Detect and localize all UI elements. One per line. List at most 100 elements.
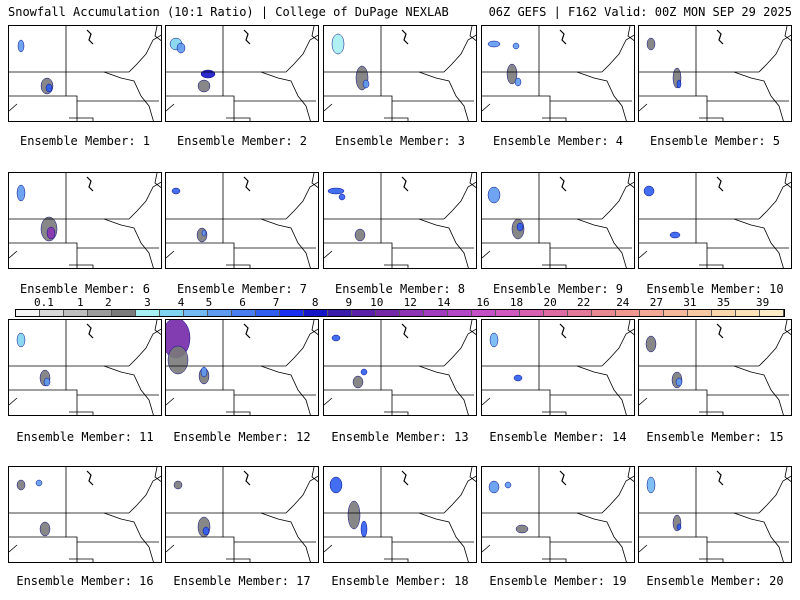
colorbar-tick-label: 27 bbox=[649, 296, 663, 309]
colorbar-tick-label: 9 bbox=[345, 296, 353, 309]
ensemble-member-label: Ensemble Member: 18 bbox=[331, 574, 469, 588]
snowfall-area bbox=[506, 63, 518, 85]
snowfall-area bbox=[200, 69, 216, 79]
colorbar-tick-label: 1 bbox=[77, 296, 84, 309]
snowfall-area bbox=[331, 334, 341, 342]
colorbar-tick-label: 20 bbox=[543, 296, 557, 309]
snowfall-area bbox=[360, 520, 368, 538]
snowfall-area bbox=[646, 476, 656, 494]
ensemble-member-label: Ensemble Member: 3 bbox=[334, 134, 466, 148]
colorbar-swatch bbox=[616, 310, 640, 316]
ensemble-member-map-15 bbox=[638, 319, 792, 416]
ensemble-member-label: Ensemble Member: 6 bbox=[19, 282, 151, 296]
snowfall-area bbox=[347, 500, 361, 530]
ensemble-member-label: Ensemble Member: 11 bbox=[16, 430, 154, 444]
ensemble-member-label: Ensemble Member: 1 bbox=[19, 134, 151, 148]
ensemble-member-label: Ensemble Member: 19 bbox=[489, 574, 627, 588]
colorbar-swatch bbox=[184, 310, 208, 316]
ensemble-member-label: Ensemble Member: 20 bbox=[646, 574, 784, 588]
ensemble-member-map-20 bbox=[638, 466, 792, 563]
ensemble-member-map-1 bbox=[8, 25, 162, 122]
ensemble-member-label: Ensemble Member: 17 bbox=[173, 574, 311, 588]
snowfall-area bbox=[354, 228, 366, 242]
snowfall-area bbox=[35, 479, 43, 487]
colorbar-swatch bbox=[328, 310, 352, 316]
ensemble-member-map-16 bbox=[8, 466, 162, 563]
ensemble-member-label: Ensemble Member: 2 bbox=[176, 134, 308, 148]
colorbar-swatch bbox=[16, 310, 40, 316]
colorbar-tick-label: 6 bbox=[239, 296, 246, 309]
snowfall-area bbox=[200, 366, 208, 378]
colorbar-labels: 0.1 1 2 3 4 5 6 7 8 9 10 12 14 16 18 20 22 24 27 31 35 39 bbox=[15, 296, 785, 309]
colorbar-tick-label: 35 bbox=[716, 296, 731, 309]
snowfall-area bbox=[16, 332, 26, 348]
ensemble-member-label: Ensemble Member: 9 bbox=[492, 282, 624, 296]
snowfall-area bbox=[487, 40, 501, 48]
colorbar-tick-label: 4 bbox=[177, 296, 185, 309]
snowfall-area bbox=[489, 332, 499, 348]
snowfall-area bbox=[167, 345, 189, 375]
colorbar-tick-label: 22 bbox=[577, 296, 591, 309]
colorbar-tick-label: 2 bbox=[104, 296, 112, 309]
colorbar-swatch bbox=[136, 310, 160, 316]
snowfall-area bbox=[646, 37, 656, 51]
colorbar-swatch bbox=[448, 310, 472, 316]
ensemble-member-map-2 bbox=[165, 25, 319, 122]
colorbar-swatch bbox=[400, 310, 424, 316]
colorbar-tick-label: 39 bbox=[756, 296, 770, 309]
ensemble-member-map-17 bbox=[165, 466, 319, 563]
ensemble-member-map-3 bbox=[323, 25, 477, 122]
snowfall-area bbox=[173, 480, 183, 490]
colorbar-swatch bbox=[472, 310, 496, 316]
snowfall-area bbox=[338, 193, 346, 201]
colorbar-tick-label: 16 bbox=[476, 296, 490, 309]
ensemble-member-map-4 bbox=[481, 25, 635, 122]
ensemble-member-map-10 bbox=[638, 172, 792, 269]
colorbar-swatch bbox=[544, 310, 568, 316]
snowfall-area bbox=[331, 33, 345, 55]
colorbar-tick-label: 0.1 bbox=[34, 296, 54, 309]
ensemble-member-label: Ensemble Member: 10 bbox=[646, 282, 784, 296]
snowfall-area bbox=[513, 374, 523, 382]
ensemble-member-label: Ensemble Member: 12 bbox=[173, 430, 311, 444]
colorbar-swatch bbox=[88, 310, 112, 316]
snowfall-area bbox=[514, 77, 522, 87]
map-title: Snowfall Accumulation (10:1 Ratio) | Col… bbox=[8, 5, 449, 19]
colorbar-swatch bbox=[712, 310, 736, 316]
colorbar-swatch bbox=[568, 310, 592, 316]
ensemble-member-label: Ensemble Member: 7 bbox=[176, 282, 308, 296]
snowfall-area bbox=[197, 79, 211, 93]
ensemble-member-map-12 bbox=[165, 319, 319, 416]
ensemble-member-label: Ensemble Member: 5 bbox=[649, 134, 781, 148]
model-valid-time: 06Z GEFS | F162 Valid: 00Z MON SEP 29 20… bbox=[488, 5, 792, 19]
colorbar-tick-label: 10 bbox=[370, 296, 384, 309]
snowfall-area bbox=[329, 476, 343, 494]
snowfall-area bbox=[171, 187, 181, 195]
snowfall-area bbox=[645, 335, 657, 353]
snowfall-area bbox=[201, 229, 207, 237]
snowfall-area bbox=[16, 479, 26, 491]
ensemble-member-label: Ensemble Member: 13 bbox=[331, 430, 469, 444]
colorbar-swatch bbox=[664, 310, 688, 316]
colorbar-tick-label: 31 bbox=[683, 296, 697, 309]
colorbar-swatch bbox=[232, 310, 256, 316]
snowfall-area bbox=[352, 375, 364, 389]
snowfall-area bbox=[360, 368, 368, 376]
snowfall-area bbox=[676, 523, 682, 531]
snowfall-area bbox=[46, 226, 56, 240]
colorbar-swatch bbox=[208, 310, 232, 316]
colorbar-swatch bbox=[352, 310, 376, 316]
ensemble-member-label: Ensemble Member: 4 bbox=[492, 134, 624, 148]
colorbar-swatch bbox=[424, 310, 448, 316]
snowfall-area bbox=[487, 186, 501, 204]
colorbar-tick-label: 5 bbox=[205, 296, 213, 309]
ensemble-member-map-13 bbox=[323, 319, 477, 416]
snowfall-area bbox=[643, 185, 655, 197]
snowfall-area bbox=[512, 42, 520, 50]
colorbar-tick-label: 8 bbox=[311, 296, 319, 309]
snowfall-area bbox=[488, 480, 500, 494]
snowfall-area bbox=[362, 79, 370, 89]
colorbar-tick-label: 3 bbox=[144, 296, 151, 309]
snowfall-area bbox=[202, 526, 210, 536]
snowfall-area bbox=[675, 377, 683, 387]
